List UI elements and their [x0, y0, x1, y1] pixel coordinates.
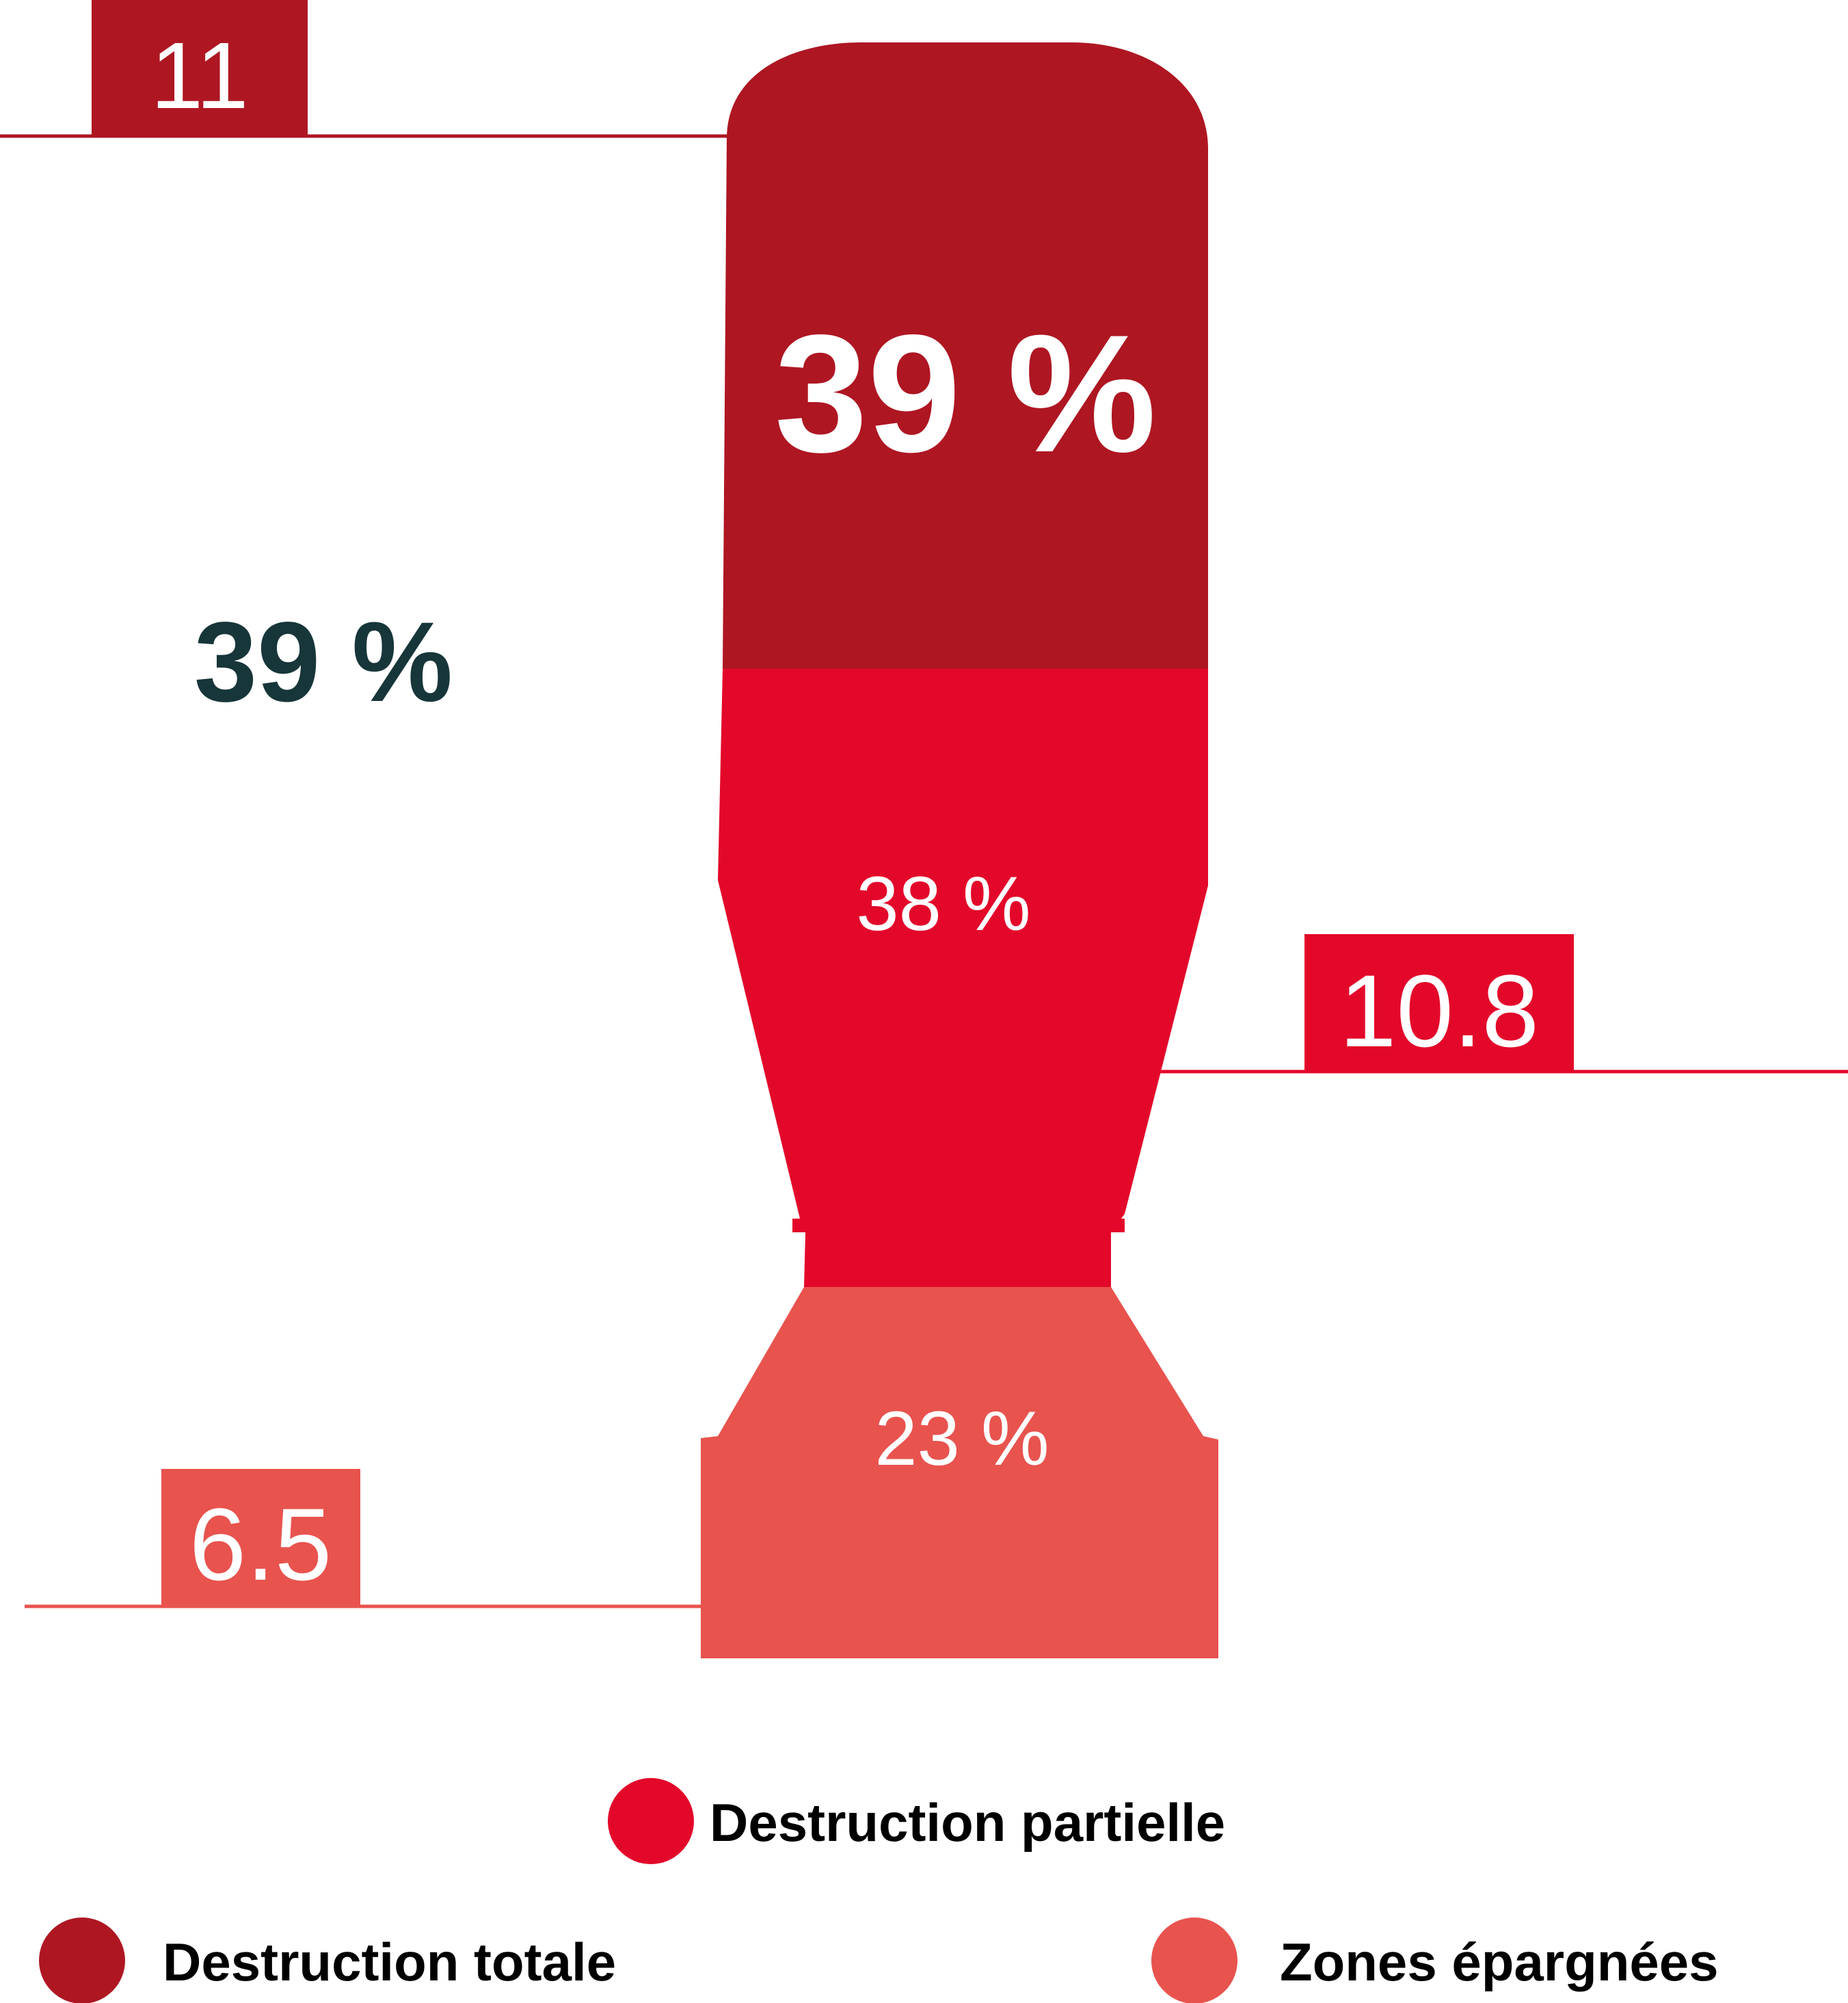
segment-destruction-partielle	[718, 669, 1208, 1287]
segment-zones-epargnees	[701, 1287, 1218, 1658]
legend-label-destruction-partielle: Destruction partielle	[710, 1792, 1225, 1853]
segment-destruction-totale	[723, 42, 1208, 669]
legend-marker-zones-epargnees	[1151, 1918, 1237, 2003]
value-box-destruction-totale	[92, 0, 308, 136]
value-label-zones-epargnees: 6.5	[189, 1487, 332, 1602]
share-label-zones-epargnees: 23 %	[874, 1396, 1049, 1481]
value-label-destruction-partielle: 10.8	[1339, 953, 1539, 1068]
legend-marker-destruction-partielle	[608, 1778, 694, 1864]
value-box-destruction-partielle	[1304, 934, 1574, 1072]
legend-label-zones-epargnees: Zones épargnées	[1280, 1932, 1719, 1992]
value-label-destruction-totale: 11	[150, 23, 248, 129]
share-label-destruction-totale: 39 %	[775, 300, 1156, 487]
legend: Destruction partielle Destruction totale…	[39, 1778, 1719, 2003]
legend-marker-destruction-totale	[39, 1918, 125, 2003]
highlight-share-label: 39 %	[194, 599, 453, 726]
value-box-zones-epargnees	[161, 1469, 360, 1606]
legend-label-destruction-totale: Destruction totale	[163, 1932, 616, 1992]
share-label-destruction-partielle: 38 %	[856, 861, 1030, 946]
